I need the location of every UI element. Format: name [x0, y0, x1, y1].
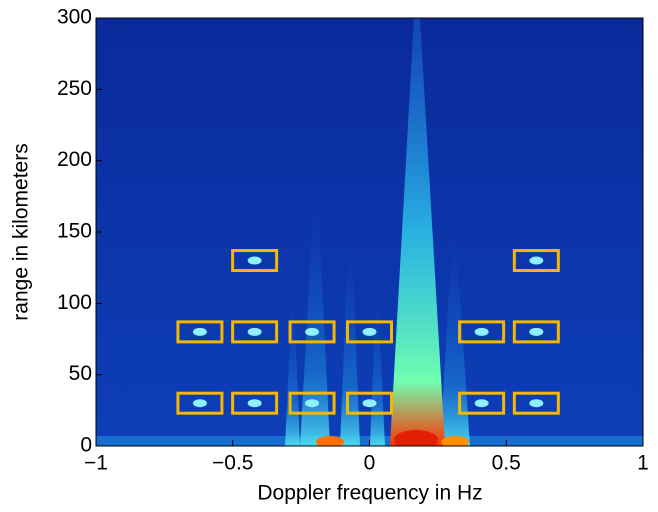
y-tick-label: 150: [57, 220, 92, 243]
echo-spot: [529, 327, 544, 336]
axes: −1 −0.5 0 0.5 1 0 50 100 150 200 250 300: [57, 6, 649, 475]
detection-box: [346, 391, 393, 415]
echo-spot: [474, 327, 489, 336]
y-tick-label: 0: [80, 434, 92, 457]
detection-box: [346, 320, 393, 344]
detection-box: [512, 320, 560, 344]
detection-box: [231, 249, 279, 273]
y-axis-label: range in kilometers: [10, 143, 33, 320]
echo-spot: [362, 327, 377, 336]
echo-spot: [247, 399, 262, 408]
echo-spot: [474, 399, 489, 408]
echo-spot: [192, 327, 207, 336]
x-tick-label: 0.5: [492, 452, 521, 475]
x-tick-label: −0.5: [212, 452, 253, 475]
detection-box: [231, 391, 279, 415]
detections: [176, 249, 560, 415]
echo-spot: [305, 399, 320, 408]
detection-box: [458, 391, 506, 415]
y-tick-label: 250: [57, 77, 92, 100]
echo-spot: [529, 256, 544, 265]
echo-spot: [529, 399, 544, 408]
y-tick-label: 200: [57, 148, 92, 171]
detection-box: [288, 391, 336, 415]
echo-spot: [247, 327, 262, 336]
heatmap: [96, 18, 643, 446]
detection-box: [288, 320, 336, 344]
x-tick-label: −1: [84, 452, 108, 475]
detection-box: [176, 320, 224, 344]
detection-box: [512, 249, 560, 273]
echo-spot: [362, 399, 377, 408]
echo-spot: [247, 256, 262, 265]
detection-box: [176, 391, 224, 415]
echo-spot: [305, 327, 320, 336]
detection-box: [458, 320, 506, 344]
detection-box: [512, 391, 560, 415]
y-tick-label: 300: [57, 6, 92, 29]
y-tick-label: 50: [69, 362, 92, 385]
echo-spot: [192, 399, 207, 408]
x-axis-label: Doppler frequency in Hz: [257, 482, 482, 505]
detection-box: [231, 320, 279, 344]
x-tick-label: 0: [364, 452, 376, 475]
y-tick-label: 100: [57, 291, 92, 314]
x-tick-label: 1: [637, 452, 649, 475]
